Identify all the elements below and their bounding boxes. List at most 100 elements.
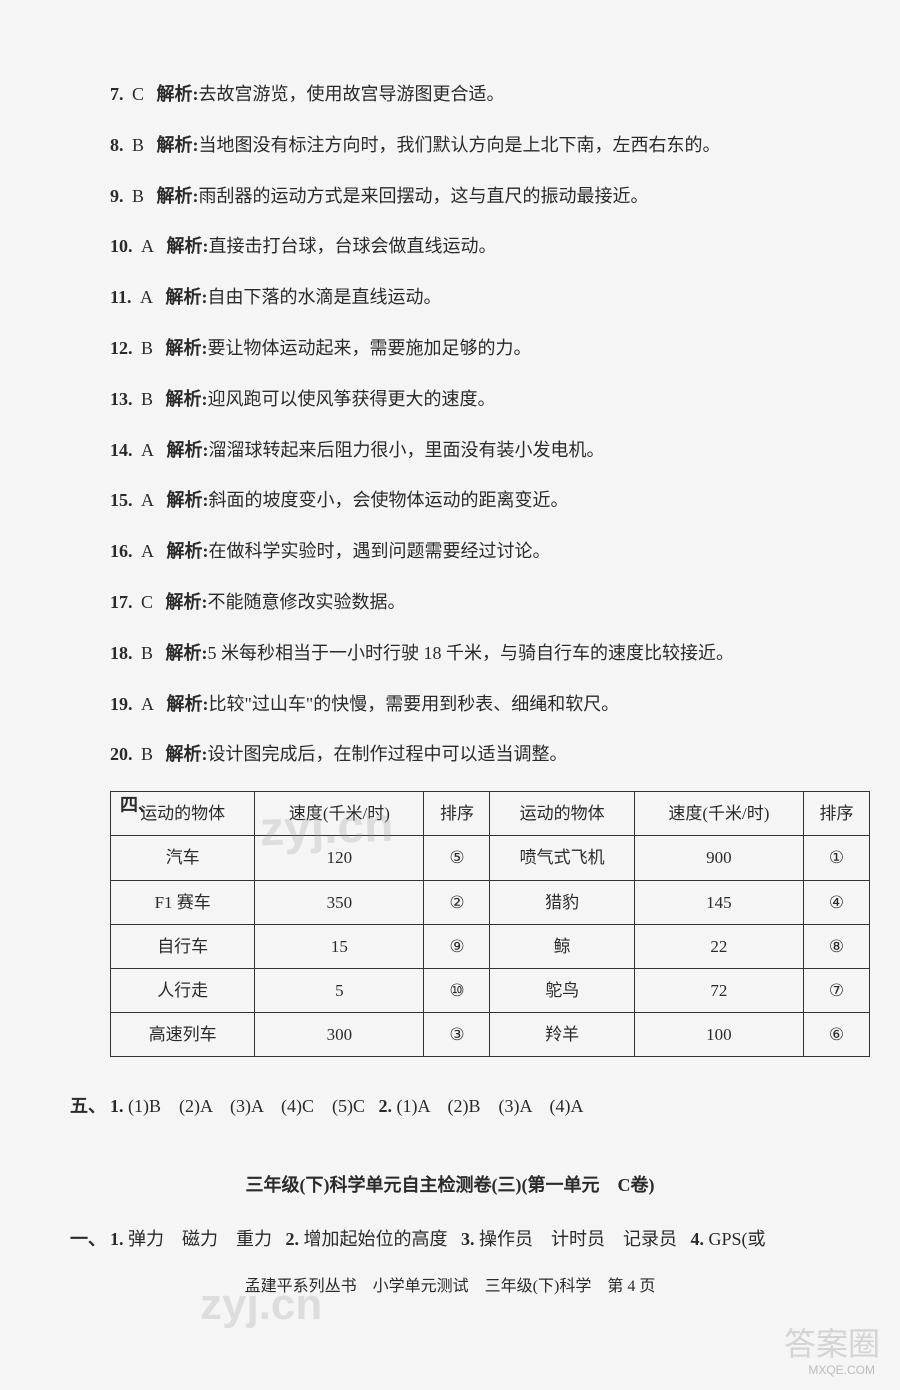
table-cell: 22 (634, 924, 803, 968)
table-cell: ⑤ (424, 836, 490, 880)
table-cell: 100 (634, 1013, 803, 1057)
answer-choice: B (141, 389, 153, 409)
analysis-label: 解析: (166, 744, 208, 764)
table-row: 自行车 15 ⑨ 鲸 22 ⑧ (111, 924, 870, 968)
analysis-text: 斜面的坡度变小，会使物体运动的距离变近。 (209, 490, 569, 510)
table-cell: 900 (634, 836, 803, 880)
table-section: 四、 运动的物体 速度(千米/时) 排序 运动的物体 速度(千米/时) 排序 汽… (70, 791, 830, 1057)
q-text: 操作员 计时员 记录员 (479, 1229, 677, 1249)
analysis-label: 解析: (167, 236, 209, 256)
analysis-label: 解析: (166, 643, 208, 663)
table-cell: 145 (634, 880, 803, 924)
answer-item: 14. A 解析:溜溜球转起来后阻力很小，里面没有装小发电机。 (70, 436, 830, 465)
answer-number: 16. (110, 541, 133, 561)
table-cell: 羚羊 (490, 1013, 634, 1057)
table-cell: 350 (255, 880, 424, 924)
corner-url: MXQE.COM (808, 1361, 875, 1380)
analysis-label: 解析: (167, 541, 209, 561)
section-five-marker: 五、 (70, 1092, 106, 1121)
table-cell: 人行走 (111, 968, 255, 1012)
table-header-row: 运动的物体 速度(千米/时) 排序 运动的物体 速度(千米/时) 排序 (111, 792, 870, 836)
answer-item: 17. C 解析:不能随意修改实验数据。 (70, 588, 830, 617)
answer-item: 11. A 解析:自由下落的水滴是直线运动。 (70, 283, 830, 312)
answer-item: 18. B 解析:5 米每秒相当于一小时行驶 18 千米，与骑自行车的速度比较接… (70, 639, 830, 668)
table-row: 汽车 120 ⑤ 喷气式飞机 900 ① (111, 836, 870, 880)
analysis-text: 不能随意修改实验数据。 (208, 592, 406, 612)
table-cell: ③ (424, 1013, 490, 1057)
table-cell: ④ (803, 880, 869, 924)
answer-number: 8. (110, 135, 124, 155)
table-cell: 5 (255, 968, 424, 1012)
answer-choice: B (132, 186, 144, 206)
q-label: 2. (378, 1096, 392, 1116)
page-footer: 孟建平系列丛书 小学单元测试 三年级(下)科学 第 4 页 (70, 1274, 830, 1300)
analysis-text: 自由下落的水滴是直线运动。 (208, 287, 442, 307)
answer-number: 15. (110, 490, 133, 510)
analysis-text: 设计图完成后，在制作过程中可以适当调整。 (208, 744, 568, 764)
answer-choice: A (141, 440, 154, 460)
answer-item: 9. B 解析:雨刮器的运动方式是来回摆动，这与直尺的振动最接近。 (70, 182, 830, 211)
analysis-text: 迎风跑可以使风筝获得更大的速度。 (208, 389, 496, 409)
answer-number: 11. (110, 287, 132, 307)
analysis-text: 当地图没有标注方向时，我们默认方向是上北下南，左西右东的。 (199, 135, 721, 155)
col-header: 排序 (424, 792, 490, 836)
table-cell: ⑥ (803, 1013, 869, 1057)
answer-number: 7. (110, 84, 124, 104)
table-cell: F1 赛车 (111, 880, 255, 924)
answer-choice: C (132, 84, 144, 104)
answer-choice: A (141, 236, 154, 256)
answer-item: 7. C 解析:去故宫游览，使用故宫导游图更合适。 (70, 80, 830, 109)
q-subanswers: (1)A (2)B (3)A (4)A (396, 1096, 583, 1116)
table-row: F1 赛车 350 ② 猎豹 145 ④ (111, 880, 870, 924)
section-four-marker: 四、 (120, 791, 156, 820)
q-label: 3. (461, 1229, 475, 1249)
answer-choice: B (141, 744, 153, 764)
col-header: 速度(千米/时) (255, 792, 424, 836)
table-row: 人行走 5 ⑩ 鸵鸟 72 ⑦ (111, 968, 870, 1012)
answer-number: 13. (110, 389, 133, 409)
answer-number: 14. (110, 440, 133, 460)
col-header: 运动的物体 (490, 792, 634, 836)
col-header: 排序 (803, 792, 869, 836)
answer-item: 13. B 解析:迎风跑可以使风筝获得更大的速度。 (70, 385, 830, 414)
answer-item: 8. B 解析:当地图没有标注方向时，我们默认方向是上北下南，左西右东的。 (70, 131, 830, 160)
table-cell: 喷气式飞机 (490, 836, 634, 880)
table-cell: 鲸 (490, 924, 634, 968)
answer-choice: B (141, 643, 153, 663)
analysis-text: 要让物体运动起来，需要施加足够的力。 (208, 338, 532, 358)
answer-choice: A (141, 490, 154, 510)
answer-item: 10. A 解析:直接击打台球，台球会做直线运动。 (70, 232, 830, 261)
answer-choice: B (141, 338, 153, 358)
answer-choice: C (141, 592, 153, 612)
section-one: 一、 1. 弹力 磁力 重力 2. 增加起始位的高度 3. 操作员 计时员 记录… (70, 1225, 830, 1254)
q-text: 增加起始位的高度 (304, 1229, 448, 1249)
analysis-label: 解析: (157, 186, 199, 206)
q-label: 2. (286, 1229, 300, 1249)
analysis-label: 解析: (167, 490, 209, 510)
table-cell: ⑨ (424, 924, 490, 968)
answer-choice: A (141, 694, 154, 714)
answer-number: 20. (110, 744, 133, 764)
table-cell: ② (424, 880, 490, 924)
table-cell: ⑦ (803, 968, 869, 1012)
analysis-label: 解析: (157, 135, 199, 155)
table-cell: 高速列车 (111, 1013, 255, 1057)
table-cell: 自行车 (111, 924, 255, 968)
table-cell: 汽车 (111, 836, 255, 880)
answer-item: 20. B 解析:设计图完成后，在制作过程中可以适当调整。 (70, 740, 830, 769)
section-five: 五、 1. (1)B (2)A (3)A (4)C (5)C 2. (1)A (… (70, 1092, 830, 1121)
q-subanswers: (1)B (2)A (3)A (4)C (5)C (128, 1096, 365, 1116)
answer-item: 16. A 解析:在做科学实验时，遇到问题需要经过讨论。 (70, 537, 830, 566)
analysis-text: 去故宫游览，使用故宫导游图更合适。 (199, 84, 505, 104)
speed-table: 运动的物体 速度(千米/时) 排序 运动的物体 速度(千米/时) 排序 汽车 1… (110, 791, 870, 1057)
answer-item: 19. A 解析:比较"过山车"的快慢，需要用到秒表、细绳和软尺。 (70, 690, 830, 719)
table-cell: 猎豹 (490, 880, 634, 924)
table-cell: 鸵鸟 (490, 968, 634, 1012)
analysis-label: 解析: (166, 592, 208, 612)
table-cell: 15 (255, 924, 424, 968)
col-header: 速度(千米/时) (634, 792, 803, 836)
analysis-text: 直接击打台球，台球会做直线运动。 (209, 236, 497, 256)
analysis-text: 5 米每秒相当于一小时行驶 18 千米，与骑自行车的速度比较接近。 (208, 643, 735, 663)
answer-number: 9. (110, 186, 124, 206)
analysis-text: 比较"过山车"的快慢，需要用到秒表、细绳和软尺。 (209, 694, 620, 714)
